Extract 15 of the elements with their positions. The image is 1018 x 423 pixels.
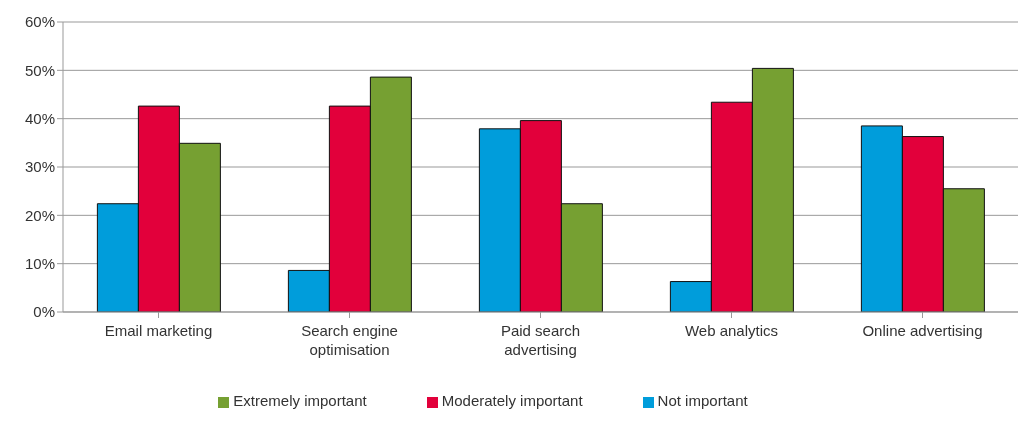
- x-tick-label: Paid search advertising: [500, 322, 581, 358]
- legend-label: Not important: [657, 392, 748, 409]
- y-tick-label: 10%: [24, 254, 55, 272]
- y-tick-label: 0%: [33, 303, 55, 321]
- x-tick-label: Online advertising: [862, 322, 983, 339]
- x-tick-label: Email marketing: [104, 322, 213, 339]
- y-tick-label: 60%: [24, 13, 55, 31]
- y-tick-label: 30%: [24, 158, 55, 176]
- x-tick-label: Web analytics: [684, 322, 779, 339]
- y-tick-label: 40%: [24, 109, 55, 127]
- legend-label: Extremely important: [233, 392, 367, 409]
- x-tick-label: Search engine optimisation: [301, 322, 398, 358]
- y-tick-label: 20%: [24, 206, 55, 224]
- y-tick-label: 50%: [24, 61, 55, 79]
- legend-label: Moderately important: [441, 392, 583, 409]
